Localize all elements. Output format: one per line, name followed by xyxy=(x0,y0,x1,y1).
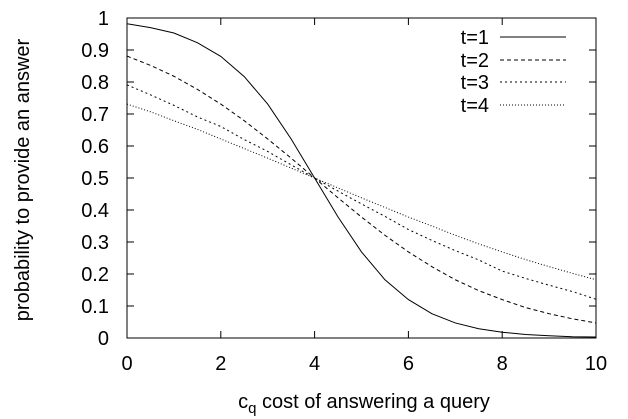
series-lines xyxy=(126,23,597,338)
x-axis-label-subscript: q xyxy=(248,400,256,417)
x-axis-label-rest: cost of answering a query xyxy=(256,391,489,413)
series-line-t-2 xyxy=(126,55,597,324)
series-line-t-1 xyxy=(126,23,597,338)
x-axis-label: cq cost of answering a query xyxy=(238,391,490,417)
series-line-t-4 xyxy=(126,103,597,281)
y-tick-label: 0.8 xyxy=(81,72,109,94)
x-tick-label: 6 xyxy=(403,353,414,375)
y-tick-label: 0.6 xyxy=(81,136,109,158)
x-tick-label: 0 xyxy=(121,353,132,375)
y-tick-label: 0 xyxy=(98,328,109,350)
y-tick-label: 0.7 xyxy=(81,104,109,126)
y-tick-label: 0.2 xyxy=(81,264,109,286)
x-tick-label: 10 xyxy=(585,353,607,375)
y-tick-label: 0.1 xyxy=(81,296,109,318)
axis-ticks xyxy=(126,17,597,339)
y-tick-label: 0.9 xyxy=(81,40,109,62)
x-tick-label: 4 xyxy=(309,353,320,375)
x-tick-label: 2 xyxy=(215,353,226,375)
legend-label-t-2: t=2 xyxy=(461,50,489,72)
tick-labels: 0 2 4 6 8 10 0 0.1 0.2 0.3 0.4 0.5 0.6 0.7 0.8 0.9 1 xyxy=(81,8,607,375)
x-axis-label-main: c xyxy=(238,391,248,413)
series-line-t-3 xyxy=(126,84,597,300)
legend: t=1t=2t=3t=4 xyxy=(461,27,566,117)
y-tick-label: 0.4 xyxy=(81,200,109,222)
legend-label-t-4: t=4 xyxy=(461,95,489,117)
y-axis-label: probability to provide an answer xyxy=(12,38,34,321)
y-tick-label: 1 xyxy=(98,8,109,30)
legend-label-t-1: t=1 xyxy=(461,27,489,49)
y-tick-label: 0.3 xyxy=(81,232,109,254)
x-tick-label: 8 xyxy=(497,353,508,375)
y-tick-label: 0.5 xyxy=(81,168,109,190)
legend-label-t-3: t=3 xyxy=(461,72,489,94)
